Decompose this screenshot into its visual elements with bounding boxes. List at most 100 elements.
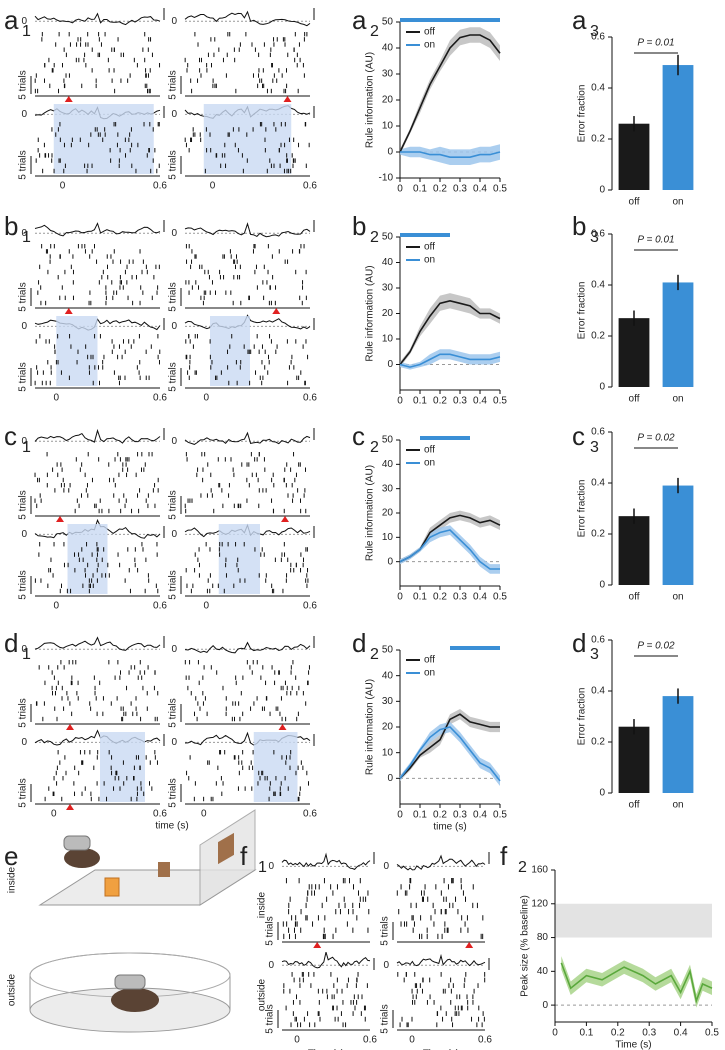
series-line — [399, 529, 500, 570]
error-band — [400, 510, 500, 565]
panel-subscript: 1 — [22, 646, 31, 663]
y-tick-label: 0 — [542, 1000, 548, 1011]
event-marker — [272, 308, 281, 314]
x-tick-label: on — [672, 394, 683, 405]
x-axis-label: Time (s) — [308, 1049, 344, 1050]
x-tick-label: 0.2 — [433, 184, 447, 195]
y-axis-label: Error fraction — [577, 480, 588, 538]
panel-subscript: 2 — [370, 23, 379, 40]
trace-zero-label: 0 — [21, 109, 27, 120]
panel-letter: d — [352, 628, 366, 658]
y-tick-label: 0 — [387, 147, 393, 158]
x-tick-label: 0 — [397, 184, 403, 195]
y-tick-label: 10 — [382, 532, 394, 543]
y-tick-label: 0 — [599, 580, 605, 591]
x-end-label: 0.6 — [303, 809, 317, 820]
event-marker — [66, 724, 74, 730]
y-axis-label: Peak size (% baseline) — [520, 895, 531, 997]
x-tick-label: 0.1 — [413, 396, 427, 407]
x-tick-label: 0 — [397, 592, 403, 603]
baseline-band — [555, 903, 712, 938]
x-tick-label: 0.4 — [473, 592, 487, 603]
event-marker — [66, 804, 74, 810]
y-tick-label: 0 — [387, 556, 393, 567]
x-start-label: 0 — [53, 601, 59, 612]
x-tick-label: 0.2 — [433, 396, 447, 407]
y-tick-label: 30 — [382, 283, 394, 294]
panel-letter: c — [352, 421, 365, 451]
bar — [662, 696, 694, 793]
event-marker — [465, 942, 474, 948]
trace-zero-label: 0 — [171, 321, 177, 332]
firing-trace — [396, 953, 486, 967]
y-tick-label: 10 — [382, 121, 394, 132]
firing-trace — [34, 636, 161, 651]
y-tick-label: 0.2 — [591, 529, 605, 540]
x-tick-label: 0.3 — [642, 1028, 656, 1039]
x-tick-label: 0.3 — [453, 592, 467, 603]
error-band — [400, 721, 500, 786]
event-marker — [64, 96, 73, 102]
panel-subscript: 2 — [370, 439, 379, 456]
firing-trace — [184, 314, 311, 330]
panel-subscript: 1 — [22, 439, 31, 456]
trials-label: 5 trials — [18, 490, 29, 519]
bar — [662, 485, 694, 585]
y-tick-label: 0.4 — [591, 83, 605, 94]
error-band — [400, 525, 500, 574]
event-marker — [56, 516, 64, 522]
legend-label: on — [424, 40, 435, 51]
error-band — [400, 293, 500, 368]
x-tick-label: 0.3 — [453, 810, 467, 821]
panel-letter: a — [4, 5, 19, 35]
y-tick-label: 0 — [387, 773, 393, 784]
trials-label: 5 trials — [265, 916, 276, 945]
x-start-label: 0 — [409, 1035, 415, 1046]
panel-subscript: 2 — [370, 646, 379, 663]
panel-letter: e — [4, 841, 18, 871]
bar — [662, 65, 694, 190]
x-end-label: 0.6 — [153, 601, 167, 612]
trials-label: 5 trials — [168, 150, 179, 179]
y-tick-label: 20 — [382, 95, 394, 106]
y-tick-label: 30 — [382, 69, 394, 80]
x-tick-label: 0.1 — [413, 810, 427, 821]
event-marker — [283, 96, 292, 102]
event-marker — [278, 724, 287, 730]
firing-trace — [34, 518, 161, 539]
x-start-label: 0 — [53, 393, 59, 404]
firing-trace — [184, 641, 311, 654]
trace-zero-label: 0 — [21, 644, 27, 655]
trace-zero-label: 0 — [21, 436, 27, 447]
y-tick-label: 20 — [382, 722, 394, 733]
y-tick-label: 120 — [531, 898, 548, 909]
panel-subscript: 3 — [590, 23, 599, 40]
panel-letter: b — [352, 211, 366, 241]
y-tick-label: 0 — [599, 185, 605, 196]
panel-subscript: 2 — [370, 229, 379, 246]
y-tick-label: 0.2 — [591, 331, 605, 342]
condition-label: inside — [257, 892, 268, 919]
x-end-label: 0.6 — [303, 181, 317, 192]
trace-zero-label: 0 — [171, 228, 177, 239]
legend-label: off — [424, 242, 435, 253]
trials-label: 5 trials — [18, 282, 29, 311]
trials-label: 5 trials — [168, 362, 179, 391]
panel-subscript: 2 — [518, 859, 527, 876]
y-tick-label: 0 — [599, 788, 605, 799]
y-tick-label: 40 — [537, 966, 549, 977]
y-tick-label: 40 — [382, 43, 394, 54]
x-tick-label: 0 — [552, 1028, 558, 1039]
x-tick-label: 0.5 — [493, 184, 507, 195]
series-line — [399, 726, 501, 782]
panel-letter: b — [572, 211, 586, 241]
panel-letter: b — [4, 211, 18, 241]
x-end-label: 0.6 — [303, 393, 317, 404]
panel-subscript: 3 — [590, 646, 599, 663]
y-tick-label: 30 — [382, 696, 394, 707]
p-value: P = 0.01 — [637, 235, 674, 246]
panel-letter: c — [4, 421, 17, 451]
y-tick-label: 40 — [382, 257, 394, 268]
panel-letter: a — [572, 5, 587, 35]
